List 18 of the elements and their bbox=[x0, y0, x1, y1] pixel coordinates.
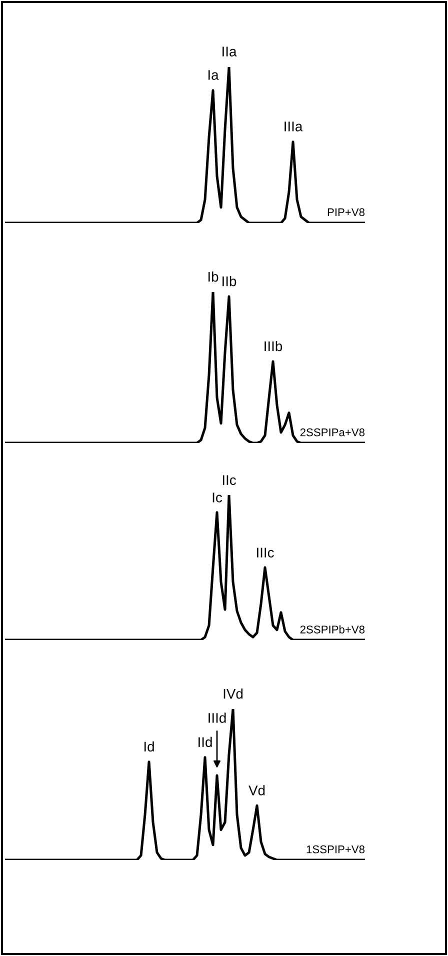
annotation: Ib bbox=[208, 272, 218, 282]
series-label: 2SSPIPa+V8 bbox=[300, 428, 365, 436]
series-label: 1SSPIP+V8 bbox=[306, 845, 365, 854]
annotation: Id bbox=[144, 741, 154, 752]
annotation: IIIb bbox=[264, 340, 282, 352]
annotation: IVd bbox=[224, 688, 243, 699]
annotation: IId bbox=[198, 736, 212, 748]
annotation: IIIa bbox=[284, 122, 303, 132]
annotation: Vd bbox=[248, 785, 265, 796]
annotation: IIc bbox=[222, 475, 236, 486]
annotation: IIIc bbox=[257, 548, 274, 558]
annotation: Ia bbox=[208, 70, 219, 80]
annotation: Ic bbox=[212, 492, 222, 502]
annotation: IIId bbox=[208, 712, 226, 723]
series-label: PIP+V8 bbox=[328, 208, 365, 216]
series-label: 2SSPIPb+V8 bbox=[300, 625, 365, 634]
annotation: IIb bbox=[222, 276, 236, 286]
annotation: IIa bbox=[222, 46, 237, 56]
